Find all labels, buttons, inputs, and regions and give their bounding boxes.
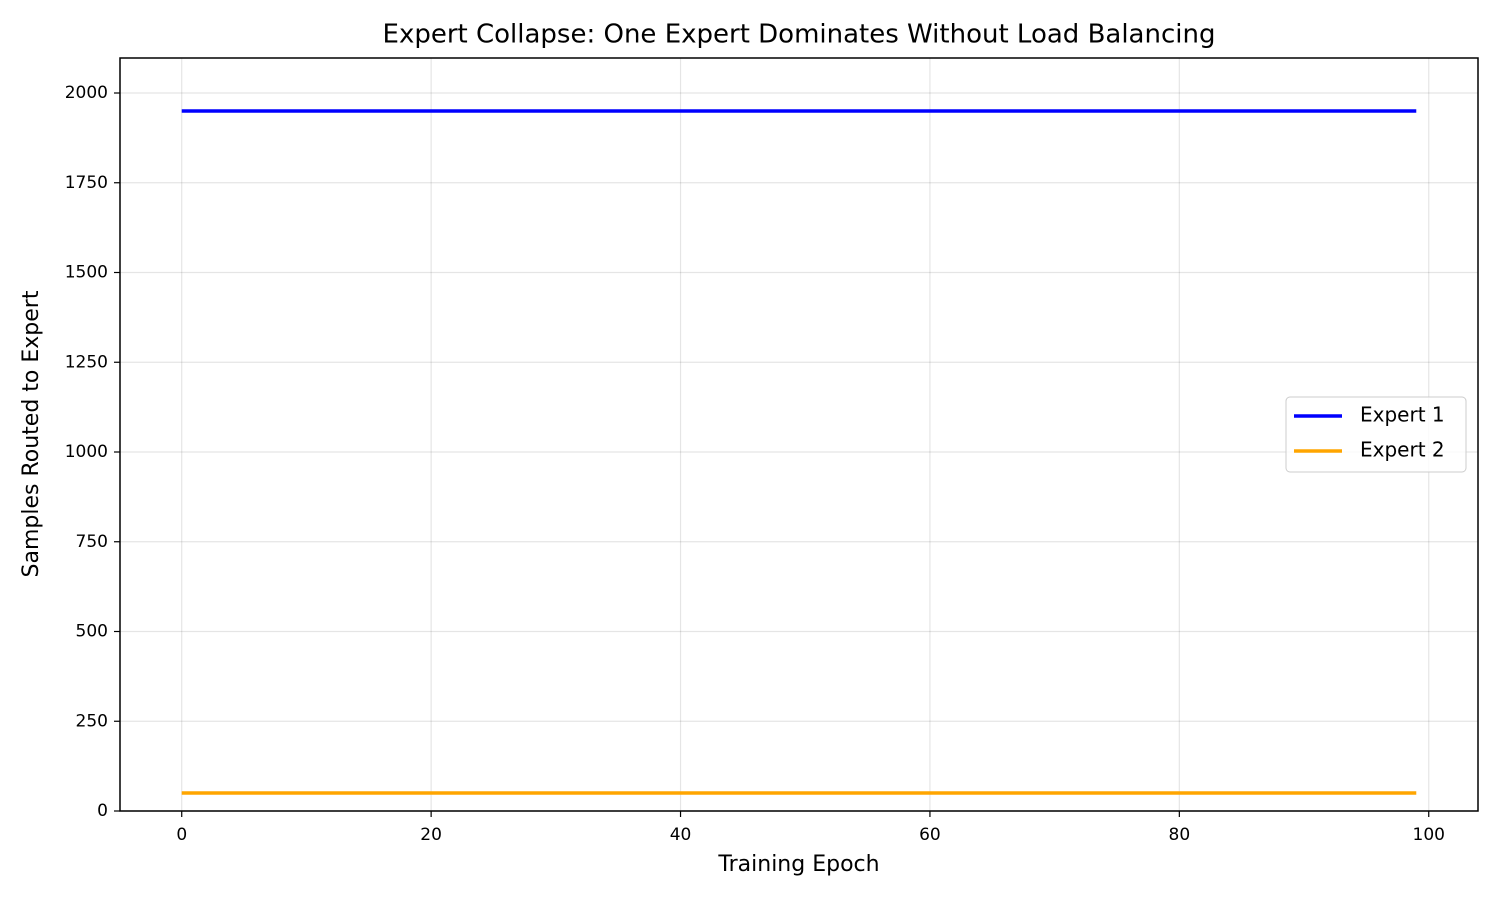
y-tick-label: 2000 [65,83,108,103]
legend-label: Expert 2 [1360,438,1445,462]
y-tick-label: 500 [76,622,108,642]
y-axis-label: Samples Routed to Expert [19,290,44,577]
x-tick-label: 40 [670,825,692,845]
x-tick-label: 20 [420,825,442,845]
plot-frame [119,57,1479,812]
x-axis-label: Training Epoch [717,852,879,877]
y-tick-label: 1000 [65,442,108,462]
x-tick-label: 100 [1413,825,1445,845]
chart-title: Expert Collapse: One Expert Dominates Wi… [383,20,1216,50]
y-tick-label: 750 [76,532,108,552]
x-tick-label: 80 [1169,825,1191,845]
y-tick-label: 0 [97,801,108,821]
legend-label: Expert 1 [1360,403,1445,427]
x-tick-label: 60 [919,825,941,845]
y-tick-label: 250 [76,711,108,731]
y-tick-label: 1500 [65,263,108,283]
y-tick-label: 1250 [65,352,108,372]
x-tick-label: 0 [176,825,187,845]
y-tick-label: 1750 [65,173,108,193]
